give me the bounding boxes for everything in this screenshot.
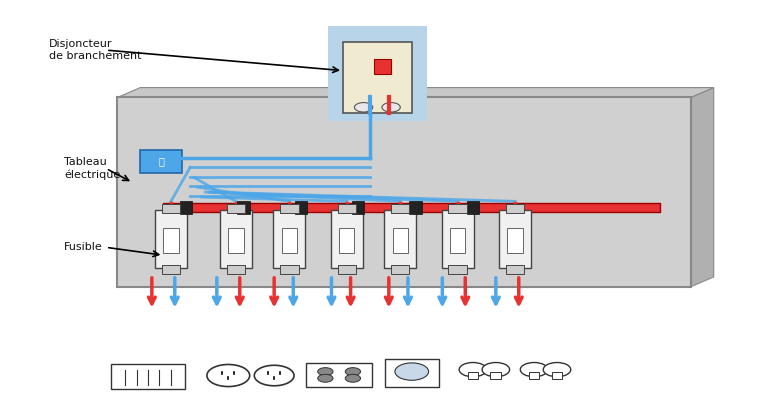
FancyBboxPatch shape [273, 210, 306, 268]
FancyBboxPatch shape [295, 201, 307, 214]
FancyBboxPatch shape [337, 204, 356, 213]
FancyBboxPatch shape [226, 204, 245, 213]
Polygon shape [691, 88, 714, 287]
Circle shape [254, 365, 294, 386]
FancyBboxPatch shape [306, 362, 372, 386]
FancyBboxPatch shape [226, 266, 245, 274]
FancyBboxPatch shape [162, 204, 180, 213]
FancyBboxPatch shape [410, 201, 422, 214]
Circle shape [395, 363, 429, 380]
FancyBboxPatch shape [331, 210, 363, 268]
FancyBboxPatch shape [280, 266, 299, 274]
FancyBboxPatch shape [385, 358, 438, 386]
Text: Fusible: Fusible [64, 242, 102, 252]
Circle shape [482, 362, 510, 377]
FancyBboxPatch shape [112, 364, 185, 388]
FancyBboxPatch shape [162, 266, 180, 274]
Polygon shape [118, 88, 714, 98]
Circle shape [382, 102, 400, 112]
FancyBboxPatch shape [506, 204, 524, 213]
FancyBboxPatch shape [220, 210, 252, 268]
FancyBboxPatch shape [237, 201, 249, 214]
FancyBboxPatch shape [352, 201, 364, 214]
FancyBboxPatch shape [448, 204, 467, 213]
Circle shape [345, 368, 360, 376]
FancyBboxPatch shape [467, 201, 479, 214]
Text: Tableau
électrique: Tableau électrique [64, 157, 120, 180]
FancyBboxPatch shape [391, 204, 410, 213]
FancyBboxPatch shape [450, 228, 465, 253]
FancyBboxPatch shape [328, 26, 427, 121]
Circle shape [521, 362, 547, 377]
FancyBboxPatch shape [337, 266, 356, 274]
Circle shape [318, 374, 333, 382]
Circle shape [318, 368, 333, 376]
FancyBboxPatch shape [140, 150, 182, 173]
Circle shape [354, 102, 373, 112]
FancyBboxPatch shape [118, 98, 691, 287]
FancyBboxPatch shape [280, 204, 299, 213]
Circle shape [459, 362, 487, 377]
FancyBboxPatch shape [384, 210, 417, 268]
FancyBboxPatch shape [163, 202, 660, 212]
Text: ⏻: ⏻ [159, 156, 164, 166]
FancyBboxPatch shape [393, 228, 408, 253]
Circle shape [544, 362, 571, 377]
FancyBboxPatch shape [163, 228, 179, 253]
FancyBboxPatch shape [507, 228, 523, 253]
Circle shape [345, 374, 360, 382]
FancyBboxPatch shape [391, 266, 410, 274]
FancyBboxPatch shape [529, 372, 540, 380]
FancyBboxPatch shape [499, 210, 531, 268]
Circle shape [207, 364, 249, 386]
FancyBboxPatch shape [180, 201, 192, 214]
FancyBboxPatch shape [441, 210, 474, 268]
FancyBboxPatch shape [339, 228, 354, 253]
FancyBboxPatch shape [155, 210, 187, 268]
FancyBboxPatch shape [374, 58, 391, 74]
Text: Disjoncteur
de branchement: Disjoncteur de branchement [49, 39, 141, 61]
FancyBboxPatch shape [228, 228, 243, 253]
FancyBboxPatch shape [343, 42, 412, 113]
FancyBboxPatch shape [551, 372, 562, 380]
FancyBboxPatch shape [467, 372, 478, 380]
FancyBboxPatch shape [282, 228, 297, 253]
FancyBboxPatch shape [448, 266, 467, 274]
FancyBboxPatch shape [490, 372, 501, 380]
FancyBboxPatch shape [506, 266, 524, 274]
